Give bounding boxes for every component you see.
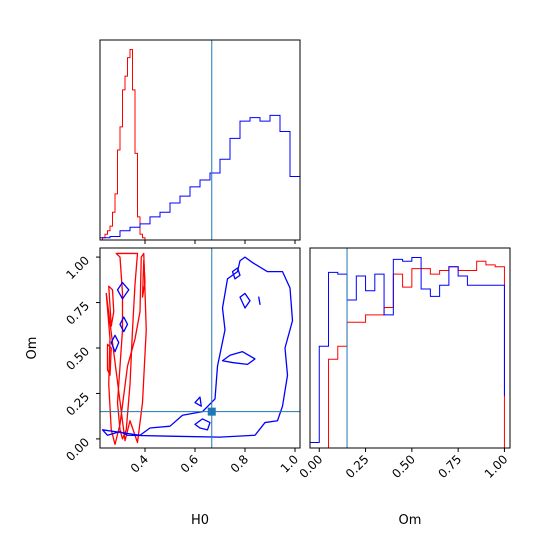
h0-om-joint-panel: 0.4 0.6 0.8 1.00.000.250.500.751.00 H0 Om xyxy=(25,247,301,528)
om-x-axis-tick-label: 1.00 xyxy=(482,452,511,481)
h0-histogram-series xyxy=(100,114,300,240)
h0-marginal-frame xyxy=(99,39,301,241)
om-x-axis-tick-label: 0.50 xyxy=(389,452,418,481)
contour-line xyxy=(116,281,130,300)
contour-line xyxy=(119,316,129,333)
contour-line xyxy=(258,296,261,306)
contour-line xyxy=(115,252,139,440)
om-x-axis-tick-label: 0.25 xyxy=(343,452,372,481)
om-x-axis-tick-label: 0.00 xyxy=(297,452,326,481)
contour-line xyxy=(110,334,120,353)
h0-marginal-panel xyxy=(99,39,301,244)
om-marginal-panel: 0.00 0.25 0.50 0.75 1.00 Om xyxy=(297,247,511,528)
y-axis-tick-label: 0.50 xyxy=(63,344,92,373)
x-axis-tick-label: 0.8 xyxy=(228,452,251,475)
contour-line xyxy=(106,343,112,376)
y-axis-tick-label: 0.75 xyxy=(63,299,92,328)
om-x-axis-tick-label: 0.75 xyxy=(435,452,464,481)
contour-line xyxy=(105,252,147,446)
x-axis-tick-label: 0.6 xyxy=(178,452,201,475)
contour-line xyxy=(221,350,256,366)
y-axis-tick-label: 0.25 xyxy=(63,390,92,419)
y-axis-tick-label: 1.00 xyxy=(63,253,92,282)
x-axis-label: H0 xyxy=(191,513,209,528)
h0-histogram-series xyxy=(100,49,148,240)
y-axis-label: Om xyxy=(25,337,40,360)
truth-marker xyxy=(207,407,216,416)
om-histogram-series xyxy=(310,257,505,448)
contour-line xyxy=(108,285,115,327)
contour-line xyxy=(141,260,146,298)
x-axis-label: Om xyxy=(399,513,422,528)
om-marginal-frame xyxy=(309,247,511,449)
x-axis-tick-label: 0.4 xyxy=(128,452,151,475)
joint-frame xyxy=(99,247,301,449)
contour-line xyxy=(239,292,251,309)
contour-line xyxy=(101,256,294,438)
contour-line xyxy=(194,396,202,407)
y-axis-tick-label: 0.00 xyxy=(63,435,92,464)
contour-line xyxy=(194,418,211,431)
contour-line xyxy=(231,267,241,280)
